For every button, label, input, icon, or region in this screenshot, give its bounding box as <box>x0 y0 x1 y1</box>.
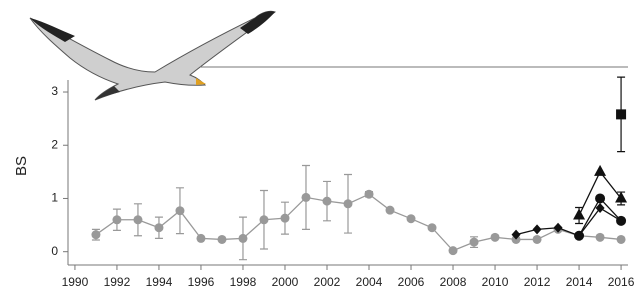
point <box>259 215 268 224</box>
point <box>175 206 184 215</box>
seagull-image <box>30 11 275 100</box>
point <box>595 193 605 203</box>
y-tick-label: 3 <box>51 84 58 98</box>
x-tick-label: 2004 <box>356 275 383 289</box>
point <box>574 231 584 241</box>
y-tick-label: 1 <box>51 191 58 205</box>
point <box>594 165 606 176</box>
point <box>365 190 374 199</box>
point <box>407 214 416 223</box>
series-line <box>96 194 621 250</box>
point <box>491 233 500 242</box>
point <box>280 214 289 223</box>
x-tick-label: 1996 <box>188 275 215 289</box>
point <box>112 215 121 224</box>
series-line <box>516 208 621 236</box>
x-tick-label: 1994 <box>146 275 173 289</box>
x-tick-label: 2002 <box>314 275 341 289</box>
point <box>238 234 247 243</box>
point <box>533 224 542 234</box>
point <box>596 233 605 242</box>
point <box>301 193 310 202</box>
point <box>533 235 542 244</box>
x-tick-label: 2016 <box>608 275 635 289</box>
point <box>616 109 626 119</box>
x-tick-label: 2010 <box>482 275 509 289</box>
point <box>449 246 458 255</box>
point <box>386 206 395 215</box>
y-tick-label: 0 <box>51 244 58 258</box>
point <box>133 215 142 224</box>
point <box>91 230 100 239</box>
point <box>428 223 437 232</box>
point <box>573 209 585 220</box>
x-tick-label: 2008 <box>440 275 467 289</box>
point <box>344 199 353 208</box>
point <box>470 238 479 247</box>
y-axis-label: BS <box>13 156 30 176</box>
y-tick-label: 2 <box>51 137 58 151</box>
point <box>322 197 331 206</box>
point <box>196 234 205 243</box>
x-tick-label: 1992 <box>104 275 131 289</box>
x-tick-label: 2014 <box>566 275 593 289</box>
x-tick-label: 1990 <box>62 275 89 289</box>
chart: BS 0 1 2 3 1990 1992 1994 1996 1998 2000 2002 2004 2… <box>0 0 640 295</box>
point <box>217 235 226 244</box>
point <box>617 235 626 244</box>
point <box>154 223 163 232</box>
x-tick-label: 2012 <box>524 275 551 289</box>
x-tick-label: 2006 <box>398 275 425 289</box>
point <box>616 216 626 226</box>
x-tick-label: 2000 <box>272 275 299 289</box>
x-tick-label: 1998 <box>230 275 257 289</box>
